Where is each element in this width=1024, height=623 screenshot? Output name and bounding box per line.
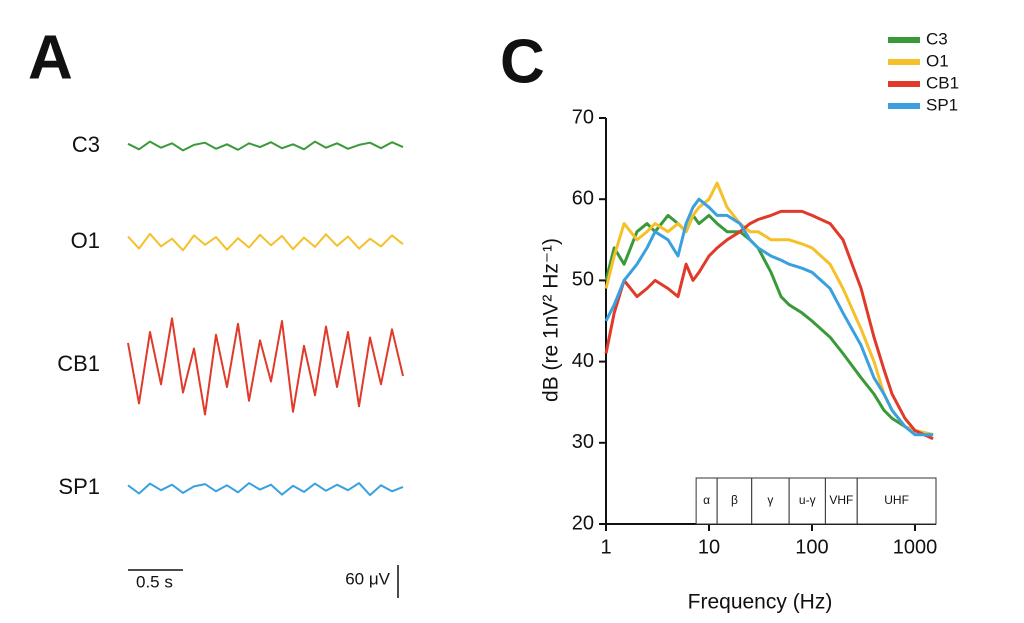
panel-label: C xyxy=(500,27,545,96)
x-tick-label: 10 xyxy=(698,536,720,558)
trace-label: CB1 xyxy=(57,351,100,376)
time-scale-label: 0.5 s xyxy=(136,572,173,591)
legend-label: C3 xyxy=(926,29,948,48)
x-tick-label: 1 xyxy=(600,536,611,558)
trace-label: C3 xyxy=(72,132,100,157)
spectrum-line xyxy=(604,181,934,437)
band-box xyxy=(716,477,753,525)
legend-label: SP1 xyxy=(926,95,958,114)
y-tick-label: 20 xyxy=(572,512,594,534)
spectrum-line xyxy=(604,209,934,441)
y-axis-label: dB (re 1nV² Hz⁻¹) xyxy=(540,238,563,402)
legend-label: O1 xyxy=(926,51,949,70)
band-label: VHF xyxy=(829,493,853,507)
trace xyxy=(127,317,404,416)
x-axis-label: Frequency (Hz) xyxy=(688,591,833,614)
x-tick-label: 1000 xyxy=(893,536,938,558)
band-label: UHF xyxy=(884,493,909,507)
spectrum-line xyxy=(604,197,934,437)
trace xyxy=(127,232,404,252)
band-label: β xyxy=(731,493,738,507)
band-label: α xyxy=(703,493,710,507)
y-tick-label: 50 xyxy=(572,269,594,291)
band-box xyxy=(788,477,826,525)
spectrum-line xyxy=(604,213,934,437)
trace-label: O1 xyxy=(71,228,100,253)
y-tick-label: 40 xyxy=(572,350,594,372)
y-tick-label: 30 xyxy=(572,431,594,453)
band-label: γ xyxy=(767,493,773,507)
legend-label: CB1 xyxy=(926,73,959,92)
y-tick-label: 60 xyxy=(572,187,594,209)
panel-label: A xyxy=(28,23,73,92)
trace-label: SP1 xyxy=(58,474,100,499)
band-box xyxy=(856,477,937,525)
x-tick-label: 100 xyxy=(795,536,828,558)
trace xyxy=(127,482,404,497)
y-tick-label: 70 xyxy=(572,106,594,128)
amplitude-scale-label: 60 μV xyxy=(345,569,390,588)
band-label: u-γ xyxy=(799,493,816,507)
trace xyxy=(127,140,404,152)
